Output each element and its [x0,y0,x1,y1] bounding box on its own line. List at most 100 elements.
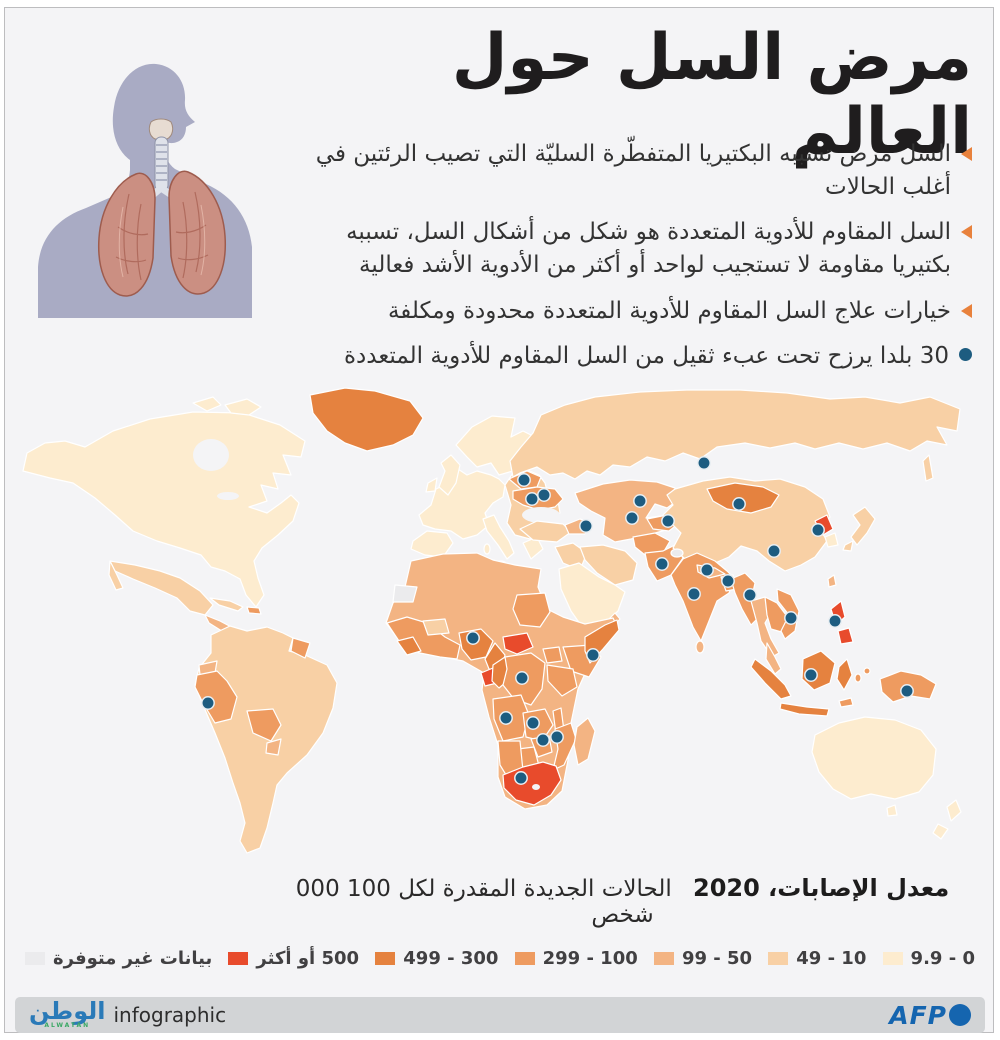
legend-label: 9.9 - 0 [910,948,975,969]
arrow-bullet-icon [961,303,972,318]
afp-logo-text: AFP [889,1000,947,1030]
marker-indonesia [804,668,818,682]
marker-pakistan [655,557,669,571]
high-burden-markers [201,456,914,785]
marker-kenya [586,648,600,662]
afp-logo-circle-icon [949,1004,971,1026]
marker-nigeria [466,631,480,645]
marker-dr-congo [515,671,529,685]
country-ireland [425,477,438,493]
marker-kazakhstan [633,494,647,508]
legend-item-c0: 9.9 - 0 [882,948,975,969]
moluccas [854,673,862,683]
country-taiwan [827,574,837,588]
legend-item-nodata: بيانات غير متوفرة [25,948,212,969]
map-caption: معدل الإصابات، 2020 الحالات الجديدة المق… [270,874,975,928]
caption-bold: معدل الإصابات، 2020 [693,874,950,902]
country-vietnam [776,588,800,640]
marker-peru [201,696,215,710]
sardinia [483,543,491,555]
torso-silhouette-icon [38,63,252,318]
marker-zimbabwe [536,733,550,747]
lungs-illustration [28,22,263,322]
country-mexico-baja [108,560,124,591]
marker-ukraine [537,488,551,502]
marker-moldova [525,492,539,506]
caption-regular: الحالات الجديدة المقدرة لكل 100 000 شخص [295,876,672,928]
hispaniola [246,606,262,615]
arctic-islands [192,396,222,412]
sakhalin [922,454,934,482]
alwatan-logo-arabic: الوطن [29,997,106,1026]
bullet-text: السل مرض تسببه البكتيريا المتفطّرة السلي… [315,141,951,200]
great-lakes [217,492,239,500]
list-item: 30 بلدا يرزح تحت عبء ثقيل من السل المقاو… [280,340,972,373]
hudson-bay [193,439,229,471]
marker-azerbaijan [579,519,593,533]
marker-kyrgyzstan [661,514,675,528]
legend-swatch [653,952,674,965]
country-south-korea [824,532,839,548]
marker-china [767,544,781,558]
map-legend: بيانات غير متوفرة 500 أو أكثر 499 - 300 299… [25,948,975,969]
marker-bangladesh [721,574,735,588]
moluccas [863,667,871,675]
page-title: مرض السل حول العالم [451,21,972,169]
legend-label: 499 - 300 [403,948,499,969]
timor [838,697,854,708]
south-america [194,625,338,854]
marker-south-africa [514,771,528,785]
legend-item-c4: 499 - 300 [375,948,498,969]
disputed-region [670,548,684,558]
guyanas [290,637,311,659]
legend-label: 99 - 50 [681,948,753,969]
legend-item-c1: 49 - 10 [768,948,866,969]
country-italy [482,514,515,560]
alwatan-logo-latin: ALWATAN [44,1021,91,1029]
legend-swatch [25,952,45,965]
world-map [22,387,962,854]
country-australia [811,716,937,800]
new-zealand-north [946,799,962,822]
list-item: السل مرض تسببه البكتيريا المتفطّرة السلي… [280,138,972,203]
country-canada-usa [22,411,306,608]
list-item: خيارات علاج السل المقاوم للأدوية المتعدد… [280,295,972,328]
marker-nepal [700,563,714,577]
dot-bullet-icon [959,348,972,362]
marker-myanmar [743,588,757,602]
afp-logo: AFP [889,1001,971,1030]
alwatan-logo: الوطن ALWATAN [29,997,106,1029]
country-mexico [109,560,214,616]
country-indonesia-java [779,702,830,717]
legend-label: 49 - 10 [796,948,867,969]
country-tanzania [546,664,578,697]
legend-item-c2: 99 - 50 [653,948,753,969]
legend-label: 500 أو أكثر [256,948,360,969]
country-burkina-faso [422,618,450,636]
marker-philippines [828,614,842,628]
legend-item-c3: 299 - 100 [514,948,638,969]
legend-swatch [882,952,903,965]
country-paraguay [265,738,282,756]
country-indonesia-sumatra [750,658,792,700]
country-philippines-mindanao [837,627,854,645]
country-japan [850,506,876,546]
country-greenland [309,387,424,452]
legend-label: بيانات غير متوفرة [53,948,213,969]
footer-bar: الوطن ALWATAN infographic AFP [15,997,985,1033]
country-sri-lanka [695,640,705,654]
bullet-text: 30 بلدا يرزح تحت عبء ثقيل من السل المقاو… [343,343,949,370]
uganda-rwanda [542,646,563,664]
country-sudan [512,592,551,628]
malay-peninsula [765,642,782,675]
black-sea [522,507,560,523]
marker-belarus [517,473,531,487]
world-map-container [15,383,985,872]
legend-swatch [375,952,396,965]
country-mongolia [706,482,780,514]
country-madagascar [573,717,596,766]
country-china [662,476,831,572]
country-bolivia [246,708,282,742]
arrow-bullet-icon [961,225,972,240]
